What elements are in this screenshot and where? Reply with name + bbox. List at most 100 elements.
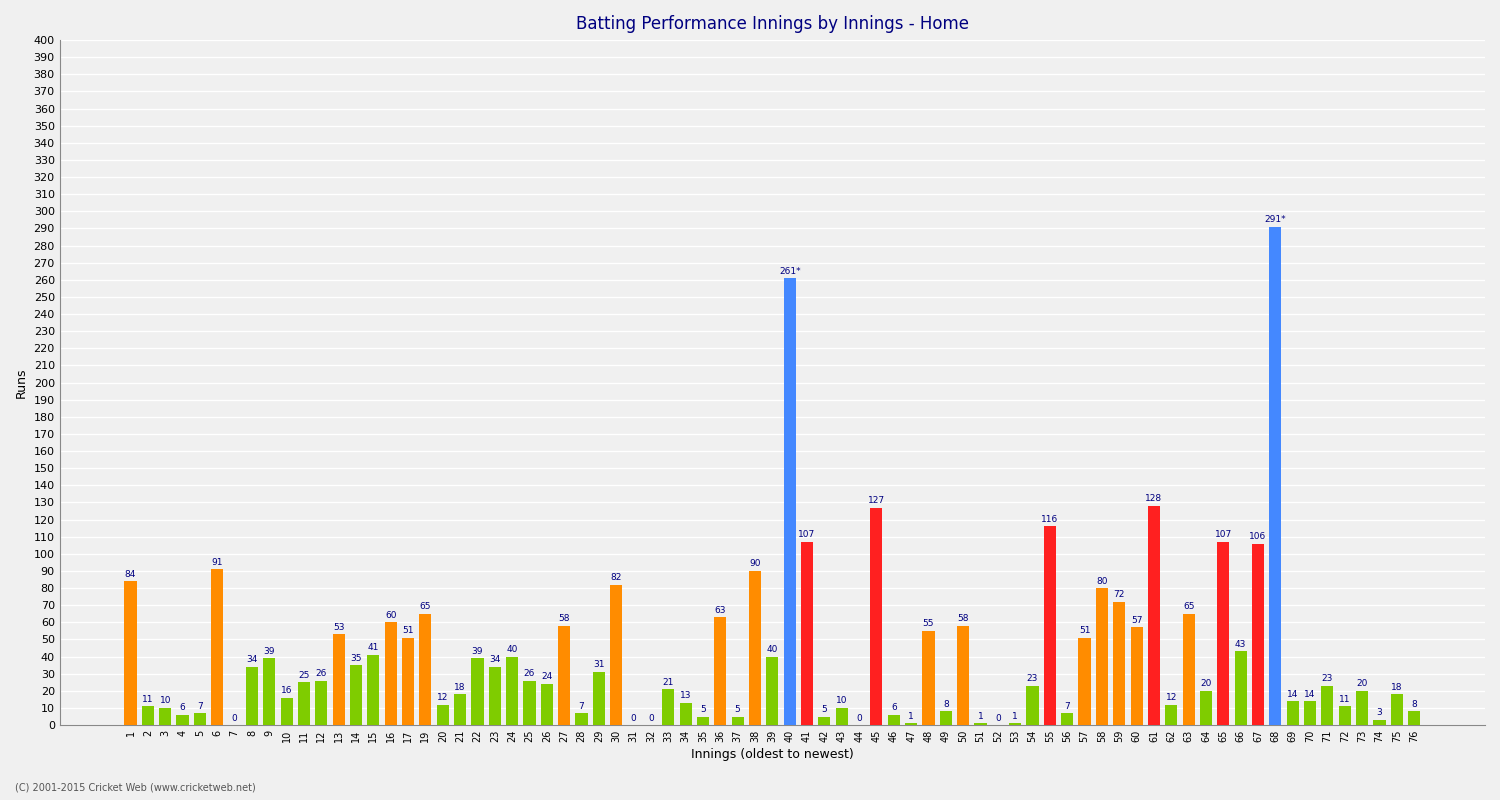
Bar [436,705,448,725]
Text: 53: 53 [333,622,345,632]
Text: 261*: 261* [778,266,801,275]
Bar [384,622,398,725]
Bar [1026,686,1038,725]
Text: 16: 16 [280,686,292,695]
Bar [1148,506,1160,725]
Bar [246,667,258,725]
Text: 51: 51 [402,626,414,635]
Text: (C) 2001-2015 Cricket Web (www.cricketweb.net): (C) 2001-2015 Cricket Web (www.cricketwe… [15,782,255,792]
Bar [732,717,744,725]
Text: 13: 13 [680,691,692,700]
Text: 80: 80 [1096,577,1107,586]
Text: 6: 6 [891,703,897,712]
Bar [506,657,518,725]
Bar [1408,711,1420,725]
Bar [1304,701,1316,725]
Text: 7: 7 [196,702,202,710]
Text: 26: 26 [315,669,327,678]
X-axis label: Innings (oldest to newest): Innings (oldest to newest) [692,748,853,761]
Text: 12: 12 [436,693,448,702]
Bar [1010,723,1022,725]
Bar [402,638,414,725]
Bar [262,658,276,725]
Bar [558,626,570,725]
Text: 5: 5 [735,705,741,714]
Bar [610,585,622,725]
Bar [1322,686,1334,725]
Bar [576,713,588,725]
Text: 55: 55 [922,619,934,628]
Bar [211,570,223,725]
Bar [471,658,483,725]
Bar [662,689,675,725]
Bar [420,614,432,725]
Bar [957,626,969,725]
Text: 40: 40 [766,645,778,654]
Bar [783,278,796,725]
Text: 10: 10 [836,696,848,706]
Text: 21: 21 [663,678,674,686]
Bar [524,681,536,725]
Text: 31: 31 [592,661,604,670]
Title: Batting Performance Innings by Innings - Home: Batting Performance Innings by Innings -… [576,15,969,33]
Bar [888,715,900,725]
Text: 58: 58 [558,614,570,623]
Bar [904,723,916,725]
Text: 25: 25 [298,670,309,680]
Bar [1218,542,1230,725]
Text: 18: 18 [454,682,466,692]
Bar [1200,691,1212,725]
Text: 7: 7 [579,702,585,710]
Bar [1113,602,1125,725]
Text: 8: 8 [944,700,948,709]
Text: 41: 41 [368,643,380,652]
Text: 107: 107 [1215,530,1231,539]
Bar [1096,588,1108,725]
Bar [1044,526,1056,725]
Text: 11: 11 [142,694,153,704]
Bar [714,618,726,725]
Text: 14: 14 [1287,690,1299,698]
Text: 8: 8 [1412,700,1418,709]
Text: 7: 7 [1065,702,1070,710]
Bar [159,708,171,725]
Text: 3: 3 [1377,708,1383,718]
Bar [489,667,501,725]
Bar [1390,694,1402,725]
Bar [280,698,292,725]
Bar [454,694,466,725]
Text: 116: 116 [1041,515,1059,524]
Bar [298,682,310,725]
Text: 20: 20 [1200,679,1212,688]
Text: 12: 12 [1166,693,1178,702]
Bar [1131,627,1143,725]
Text: 6: 6 [180,703,186,712]
Bar [177,715,189,725]
Text: 23: 23 [1028,674,1038,683]
Text: 82: 82 [610,573,622,582]
Bar [194,713,206,725]
Bar [836,708,848,725]
Bar [542,684,554,725]
Bar [368,655,380,725]
Text: 34: 34 [246,655,258,664]
Text: 127: 127 [868,496,885,505]
Bar [922,631,934,725]
Text: 40: 40 [507,645,518,654]
Text: 43: 43 [1234,640,1246,649]
Text: 1: 1 [908,712,914,721]
Bar [698,717,709,725]
Bar [1338,706,1352,725]
Text: 5: 5 [822,705,827,714]
Text: 291*: 291* [1264,215,1286,224]
Text: 34: 34 [489,655,501,664]
Text: 60: 60 [386,610,396,620]
Text: 72: 72 [1113,590,1125,599]
Bar [939,711,952,725]
Text: 39: 39 [471,646,483,656]
Text: 10: 10 [159,696,171,706]
Bar [1356,691,1368,725]
Bar [748,571,760,725]
Text: 26: 26 [524,669,536,678]
Bar [1234,651,1246,725]
